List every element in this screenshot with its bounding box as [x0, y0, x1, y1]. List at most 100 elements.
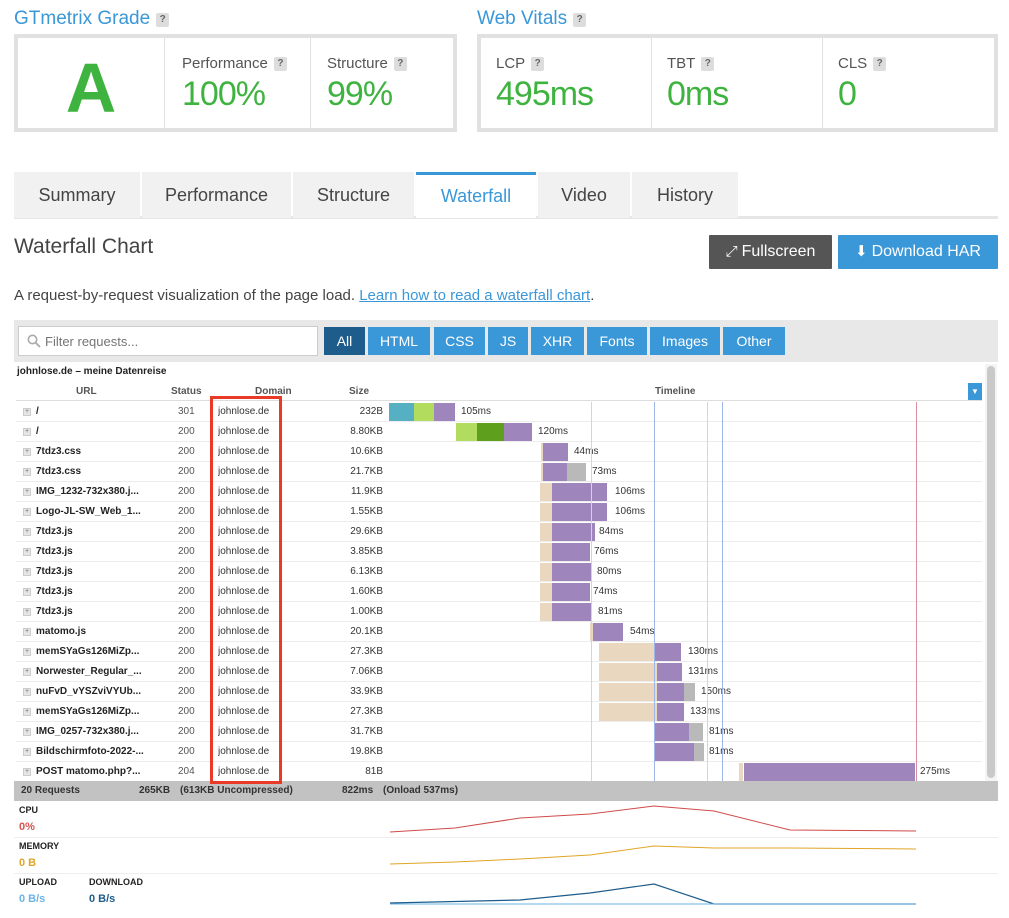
help-icon[interactable]: ? [531, 56, 545, 71]
expand-icon[interactable]: + [23, 488, 31, 496]
tab-structure[interactable]: Structure [293, 172, 414, 218]
timing-bar[interactable] [540, 503, 552, 521]
timing-bar[interactable] [552, 563, 592, 581]
timing-bar[interactable] [540, 483, 552, 501]
filter-xhr[interactable]: XHR [531, 327, 584, 355]
timing-bar[interactable] [657, 683, 684, 701]
tab-history[interactable]: History [632, 172, 738, 218]
expand-icon[interactable]: + [23, 508, 31, 516]
timing-bar[interactable] [552, 603, 592, 621]
timing-bar[interactable] [543, 463, 567, 481]
request-url[interactable]: 7tdz3.js [36, 586, 73, 597]
table-row[interactable]: +7tdz3.js 200 johnlose.de 3.85KB 76ms [16, 542, 982, 562]
timing-bar[interactable] [552, 483, 607, 501]
request-url[interactable]: POST matomo.php?... [36, 766, 141, 777]
help-icon[interactable]: ? [273, 56, 287, 71]
timeline-dropdown-icon[interactable]: ▼ [968, 383, 982, 400]
timing-bar[interactable] [389, 403, 414, 421]
col-size[interactable]: Size [349, 386, 370, 397]
filter-css[interactable]: CSS [434, 327, 485, 355]
request-url[interactable]: Logo-JL-SW_Web_1... [36, 506, 141, 517]
timing-bar[interactable] [689, 723, 703, 741]
timing-bar[interactable] [434, 403, 455, 421]
expand-icon[interactable]: + [23, 448, 31, 456]
help-icon[interactable]: ? [701, 56, 715, 71]
timing-bar[interactable] [599, 683, 657, 701]
timing-bar[interactable] [552, 583, 590, 601]
filter-images[interactable]: Images [650, 327, 720, 355]
expand-icon[interactable]: + [23, 428, 31, 436]
expand-icon[interactable]: + [23, 468, 31, 476]
filter-fonts[interactable]: Fonts [587, 327, 647, 355]
request-url[interactable]: Bildschirmfoto-2022-... [36, 746, 144, 757]
request-url[interactable]: Norwester_Regular_... [36, 666, 142, 677]
table-row[interactable]: + / 301 johnlose.de 232B 105ms [16, 402, 982, 422]
request-url[interactable]: 7tdz3.js [36, 526, 73, 537]
request-url[interactable]: 7tdz3.css [36, 446, 82, 457]
filter-other[interactable]: Other [723, 327, 785, 355]
request-url[interactable]: memSYaGs126MiZp... [36, 646, 140, 657]
timing-bar[interactable] [540, 543, 552, 561]
fullscreen-button[interactable]: ⤢ Fullscreen [709, 235, 832, 269]
expand-icon[interactable]: + [23, 408, 31, 416]
table-row[interactable]: + / 200 johnlose.de 8.80KB 120ms [16, 422, 982, 442]
timing-bar[interactable] [456, 423, 477, 441]
expand-icon[interactable]: + [23, 708, 31, 716]
table-row[interactable]: + nuFvD_vYSZviVYUb... 200 johnlose.de 33.9KB… [16, 682, 982, 702]
request-url[interactable]: 7tdz3.js [36, 546, 73, 557]
table-row[interactable]: +7tdz3.css 200 johnlose.de 10.6KB 44ms [16, 442, 982, 462]
expand-icon[interactable]: + [23, 688, 31, 696]
help-icon[interactable]: ? [156, 12, 170, 27]
timing-bar[interactable] [414, 403, 434, 421]
request-url[interactable]: / [36, 406, 39, 417]
request-url[interactable]: IMG_0257-732x380.j... [36, 726, 139, 737]
expand-icon[interactable]: + [23, 608, 31, 616]
tab-video[interactable]: Video [538, 172, 630, 218]
filter-js[interactable]: JS [488, 327, 528, 355]
col-status[interactable]: Status [171, 386, 202, 397]
request-url[interactable]: 7tdz3.css [36, 466, 82, 477]
timing-bar[interactable] [477, 423, 504, 441]
timing-bar[interactable] [657, 663, 682, 681]
table-row[interactable]: +7tdz3.css 200 johnlose.de 21.7KB 73ms [16, 462, 982, 482]
timing-bar[interactable] [744, 763, 915, 781]
timing-bar[interactable] [599, 663, 657, 681]
timing-bar[interactable] [540, 563, 552, 581]
help-icon[interactable]: ? [873, 56, 887, 71]
expand-icon[interactable]: + [23, 568, 31, 576]
timing-bar[interactable] [540, 583, 552, 601]
request-url[interactable]: memSYaGs126MiZp... [36, 706, 140, 717]
timing-bar[interactable] [655, 643, 681, 661]
request-url[interactable]: / [36, 426, 39, 437]
table-row[interactable]: + Bildschirmfoto-2022-... 200 johnlose.de 19… [16, 742, 982, 762]
table-row[interactable]: + matomo.js 200 johnlose.de 20.1KB 54ms [16, 622, 982, 642]
scrollbar-track[interactable] [985, 364, 997, 782]
timing-bar[interactable] [739, 763, 743, 781]
filter-input[interactable] [45, 331, 305, 351]
timing-bar[interactable] [593, 623, 623, 641]
timing-bar[interactable] [567, 463, 586, 481]
expand-icon[interactable]: + [23, 528, 31, 536]
timing-bar[interactable] [552, 543, 590, 561]
scrollbar-thumb[interactable] [987, 366, 995, 778]
expand-icon[interactable]: + [23, 728, 31, 736]
timing-bar[interactable] [552, 503, 607, 521]
table-row[interactable]: + memSYaGs126MiZp... 200 johnlose.de 27.3KB 1… [16, 702, 982, 722]
help-icon[interactable]: ? [573, 12, 587, 27]
expand-icon[interactable]: + [23, 628, 31, 636]
col-domain[interactable]: Domain [255, 386, 292, 397]
tab-summary[interactable]: Summary [14, 172, 140, 218]
col-url[interactable]: URL [76, 386, 97, 397]
table-row[interactable]: + Logo-JL-SW_Web_1... 200 johnlose.de 1.55KB… [16, 502, 982, 522]
timing-bar[interactable] [655, 723, 689, 741]
expand-icon[interactable]: + [23, 768, 31, 776]
expand-icon[interactable]: + [23, 748, 31, 756]
timing-bar[interactable] [541, 463, 543, 481]
filter-all[interactable]: All [324, 327, 365, 355]
timing-bar[interactable] [540, 523, 552, 541]
timing-bar[interactable] [540, 603, 552, 621]
expand-icon[interactable]: + [23, 588, 31, 596]
request-url[interactable]: IMG_1232-732x380.j... [36, 486, 139, 497]
table-row[interactable]: +7tdz3.js 200 johnlose.de 6.13KB 80ms [16, 562, 982, 582]
expand-icon[interactable]: + [23, 548, 31, 556]
